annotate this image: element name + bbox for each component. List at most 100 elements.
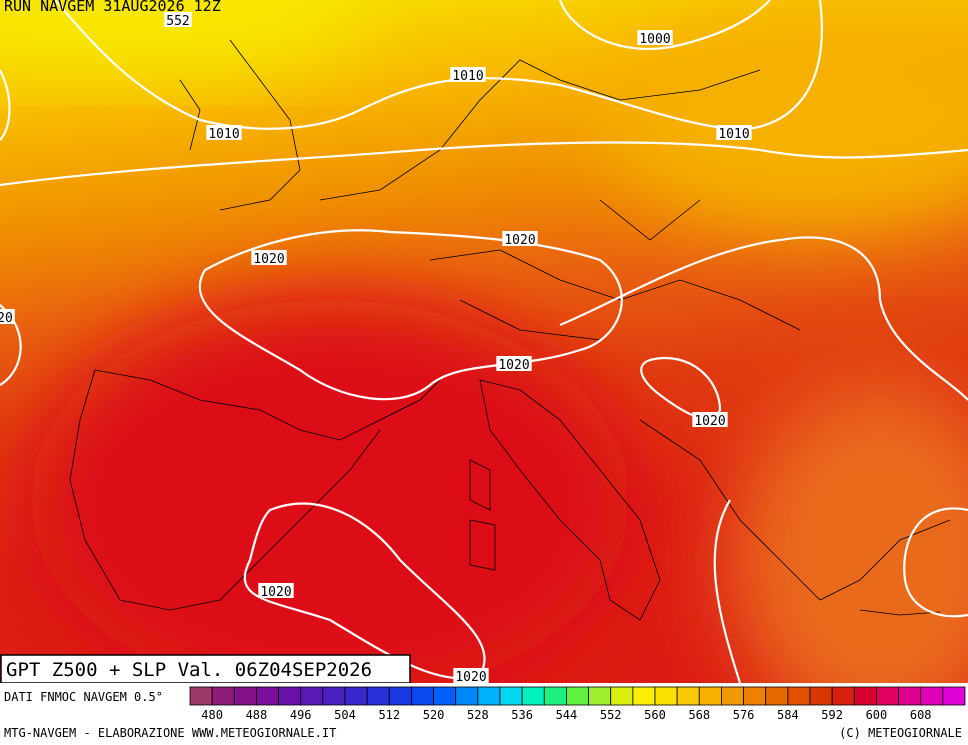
contour-label: 552 (164, 12, 192, 29)
colorbar-swatch (787, 686, 811, 706)
colorbar-swatch (698, 686, 722, 706)
colorbar-tick-label: 552 (600, 708, 622, 722)
colorbar-swatch (521, 686, 545, 706)
contour-labels: 552 1000 1010 1010 1010 1020 1020 20 1020 1020 102… (0, 12, 752, 685)
borders (429, 199, 801, 341)
footer-left: MTG-NAVGEM - ELABORAZIONE WWW.METEOGIORN… (4, 726, 336, 740)
contour-label-text: 1020 (498, 358, 529, 373)
colorbar-swatch (942, 686, 966, 706)
colorbar-swatch (211, 686, 235, 706)
contour-label: 1020 (502, 231, 538, 248)
contour-label-text: 1000 (639, 32, 670, 47)
iberia-coast (69, 369, 441, 611)
colorbar-swatch (920, 686, 944, 706)
colorbar-swatch (499, 686, 523, 706)
colorbar-tick-label: 576 (733, 708, 755, 722)
map-low-shade (30, 300, 630, 683)
map-north-shade (600, 10, 968, 230)
colorbar-swatch (853, 686, 877, 706)
contour-label-box (716, 125, 752, 140)
colorbar-source: DATI FNMOC NAVGEM 0.5° (4, 690, 163, 704)
colorbar-swatch (721, 686, 744, 706)
colorbar-tick-label: 608 (910, 708, 932, 722)
contour-label-box (692, 412, 728, 427)
contour-label-box (453, 668, 489, 683)
colorbar-swatch (543, 686, 567, 706)
colorbar-swatch (278, 686, 302, 706)
colorbar-swatch (256, 686, 279, 706)
colorbar-swatch (344, 686, 368, 706)
contour-label-box (164, 12, 192, 27)
colorbar: 480 488 496 504 512 520 528 536 544 552 560 568 576 5… (189, 686, 966, 722)
contour-label-text: 552 (166, 14, 189, 29)
product-label: GPT Z500 + SLP Val. 06Z04SEP2026 (6, 659, 372, 681)
contour-label: 1000 (637, 30, 673, 47)
contour-label-text: 1020 (504, 233, 535, 248)
contour-label-box (0, 309, 15, 324)
colorbar-tick-label: 496 (290, 708, 312, 722)
colorbar-swatch (566, 686, 589, 706)
colorbar-swatch (433, 686, 457, 706)
colorbar-swatch (189, 686, 213, 706)
contour-label: 1020 (496, 356, 532, 373)
contour-label-box (206, 125, 242, 140)
islands-coast (469, 459, 496, 571)
contour-label: 1020 (692, 412, 728, 429)
colorbar-tick-label: 584 (777, 708, 799, 722)
colorbar-swatch (300, 686, 324, 706)
colorbar-swatch (809, 686, 833, 706)
colorbar-tick-label: 488 (246, 708, 268, 722)
isobar (0, 141, 968, 187)
colorbar-tick-label: 504 (334, 708, 356, 722)
colorbar-swatch (831, 686, 855, 706)
contour-label-text: 1020 (253, 252, 284, 267)
footer-right: (C) METEOGIORNALE (839, 726, 962, 740)
contour-label-text: 1020 (694, 414, 725, 429)
contour-label-box (258, 583, 294, 598)
contour-label: 1010 (450, 67, 486, 84)
colorbar-swatch (743, 686, 767, 706)
contour-label-text: 1010 (208, 127, 239, 142)
contour-label-text: 20 (0, 311, 13, 326)
colorbar-swatch (898, 686, 922, 706)
isobar (0, 69, 11, 141)
colorbar-tick-label: 544 (556, 708, 578, 722)
contour-label-text: 1010 (718, 127, 749, 142)
contour-label: 1020 (251, 250, 287, 267)
colorbar-swatch (411, 686, 434, 706)
isobar (903, 507, 968, 618)
colorbar-swatch (477, 686, 501, 706)
isobar (198, 229, 623, 401)
contour-label-box (450, 67, 486, 82)
italy-coast (479, 379, 661, 621)
contour-label: 1010 (206, 125, 242, 142)
contour-label-box (496, 356, 532, 371)
isobar (713, 499, 742, 683)
colorbar-tick-label: 600 (866, 708, 888, 722)
colorbar-swatch (610, 686, 634, 706)
contour-label: 20 (0, 309, 15, 326)
colorbar-swatch (876, 686, 899, 706)
balkan-coast (639, 419, 951, 601)
contour-label-box (502, 231, 538, 246)
isobar (243, 502, 486, 680)
contour-label: 1010 (716, 125, 752, 142)
colorbar-tick-label: 592 (821, 708, 843, 722)
crete-coast (859, 609, 941, 616)
colorbar-swatch (588, 686, 612, 706)
north-coast (319, 59, 761, 201)
colorbar-swatch (455, 686, 479, 706)
isobar (558, 0, 771, 50)
map-east-shade (730, 380, 968, 683)
britain-coast (179, 39, 301, 211)
contour-label-text: 1020 (455, 670, 486, 685)
colorbar-swatch (322, 686, 346, 706)
colorbar-swatch (388, 686, 412, 706)
colorbar-tick-label: 528 (467, 708, 489, 722)
colorbar-tick-label: 480 (201, 708, 223, 722)
colorbar-tick-label: 560 (644, 708, 666, 722)
isobar (559, 236, 968, 401)
map-top-shade (0, 0, 370, 70)
contour-label-text: 1020 (260, 585, 291, 600)
